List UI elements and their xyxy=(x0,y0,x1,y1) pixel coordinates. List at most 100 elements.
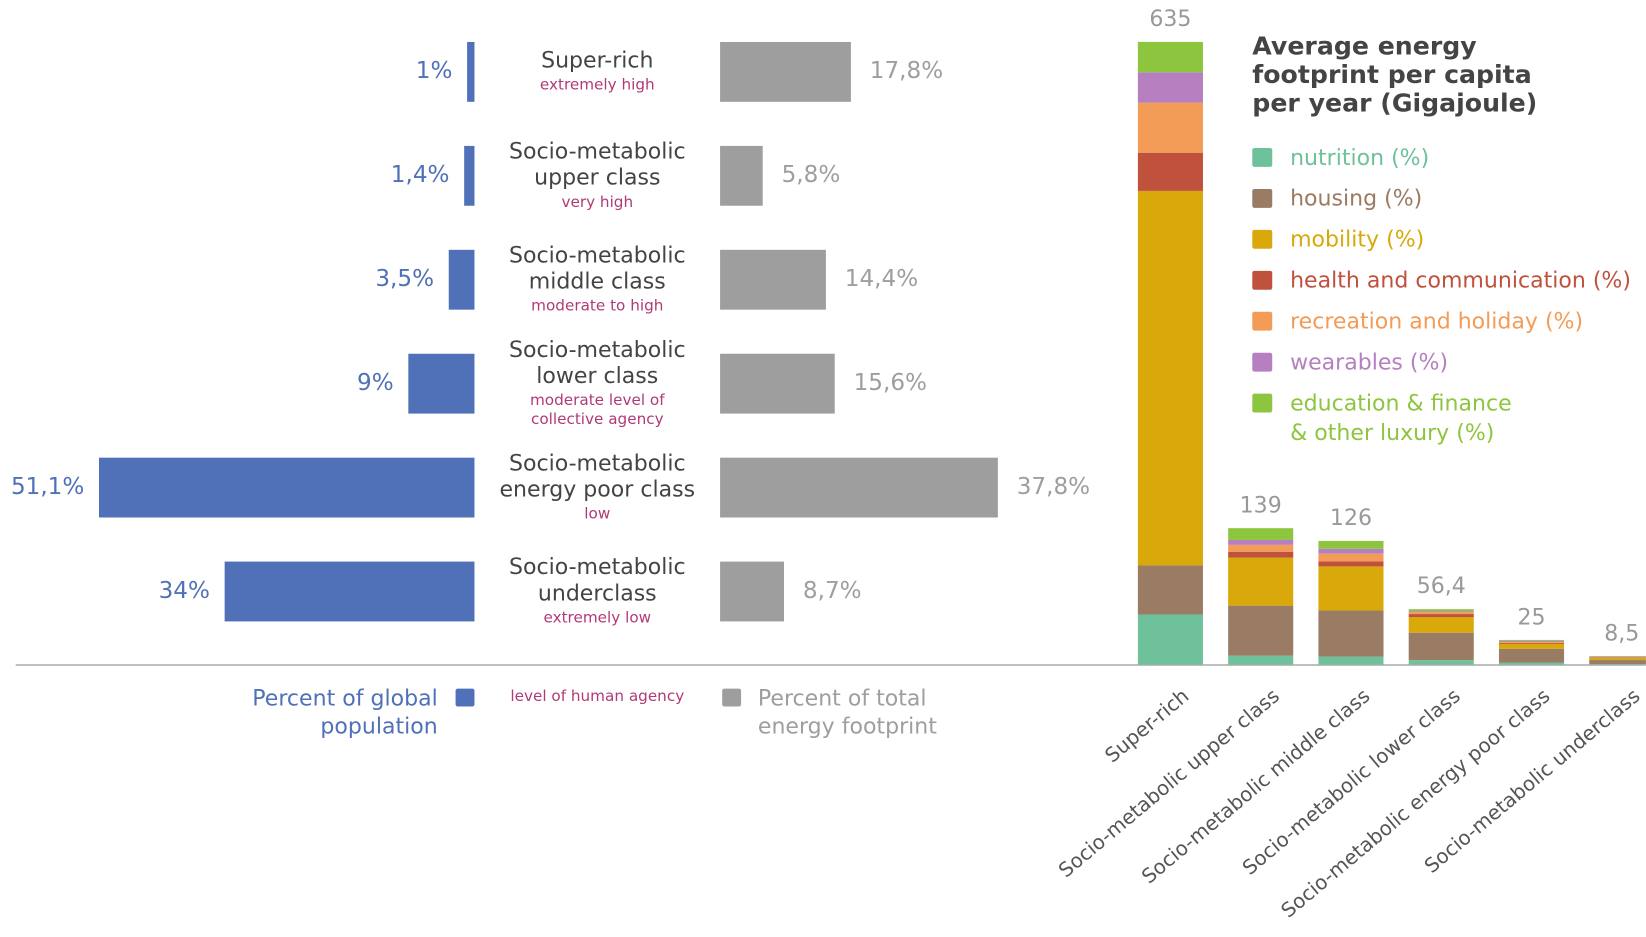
legend-label: housing (%) xyxy=(1290,185,1423,211)
legend-label: level of human agency xyxy=(510,688,685,706)
stack-segment xyxy=(1318,656,1384,665)
stack-segment xyxy=(1498,640,1565,642)
stack-segment xyxy=(1498,642,1565,644)
stack-segment xyxy=(1137,41,1203,73)
energy-label: 14,4% xyxy=(844,266,919,293)
stack-segment xyxy=(1498,639,1565,641)
legend-label: recreation and holiday (%) xyxy=(1290,308,1584,334)
population-bar xyxy=(448,249,475,310)
population-label: 51,1% xyxy=(10,473,85,501)
population-label: 1,4% xyxy=(390,162,450,189)
legend-label: health and communication (%) xyxy=(1290,267,1631,293)
energy-label: 8,7% xyxy=(802,577,862,605)
population-bar xyxy=(224,561,475,622)
stack-segment xyxy=(1228,528,1294,540)
energy-bar xyxy=(720,561,785,622)
agency-level: low xyxy=(584,505,611,523)
stack-segment xyxy=(1318,610,1384,657)
stack-segment xyxy=(1228,544,1294,552)
category-group: Socio-metabolic lower class moderate leve… xyxy=(482,337,713,429)
category-group: Socio-metabolic upper class very high xyxy=(482,139,713,212)
stack-segment xyxy=(1137,614,1203,665)
category-group: Socio-metabolic energy poor class low xyxy=(482,450,713,523)
agency-level: extremely high xyxy=(539,77,655,94)
population-label: 1% xyxy=(415,58,453,85)
energy-label: 15,6% xyxy=(853,370,927,397)
stack-segment xyxy=(1318,553,1384,562)
legend-label: Percent of total energy footprint xyxy=(757,685,937,739)
population-bar xyxy=(408,353,475,414)
stack-segment xyxy=(1137,152,1203,191)
legend-swatch xyxy=(1252,148,1273,167)
agency-level: moderate level of collective agency xyxy=(529,392,665,429)
total-label: 635 xyxy=(1149,6,1192,32)
stack-segment xyxy=(1498,641,1565,643)
legend-swatch xyxy=(722,688,742,707)
total-label: 139 xyxy=(1239,492,1282,518)
energy-bar xyxy=(720,41,851,102)
stack-segment xyxy=(1408,612,1474,615)
legend-label: mobility (%) xyxy=(1290,226,1425,252)
stack-segment xyxy=(1408,614,1474,618)
stack-segment xyxy=(1408,660,1474,665)
energy-label: 17,8% xyxy=(869,58,944,85)
stack-segment xyxy=(1228,605,1294,656)
energy-bar xyxy=(720,249,826,310)
stack-segment xyxy=(1408,609,1474,612)
legend-swatch xyxy=(1252,229,1273,249)
total-label: 56,4 xyxy=(1416,573,1466,599)
category-name: Socio-metabolic energy poor class xyxy=(499,450,696,502)
total-label: 25 xyxy=(1517,604,1546,630)
category-group: Super-rich extremely high xyxy=(482,48,713,95)
total-label: 126 xyxy=(1329,505,1373,531)
legend-swatch xyxy=(1252,311,1273,331)
category-group: Socio-metabolic underclass extremely low xyxy=(482,554,713,627)
stack-segment xyxy=(1228,557,1294,606)
stack-segment xyxy=(1498,648,1565,663)
category-name: Socio-metabolic lower class xyxy=(508,336,686,389)
legend-swatch xyxy=(1252,352,1273,372)
stack-segment xyxy=(1498,643,1565,649)
agency-level: moderate to high xyxy=(531,298,664,315)
category-name: Socio-metabolic upper class xyxy=(508,138,686,190)
stack-segment xyxy=(1408,617,1474,633)
stack-segment xyxy=(1318,540,1384,549)
energy-label: 37,8% xyxy=(1016,473,1091,501)
category-group: Socio-metabolic middle class moderate to … xyxy=(482,242,713,315)
stack-segment xyxy=(1318,548,1384,554)
population-bar xyxy=(98,457,475,518)
stack-segment xyxy=(1137,565,1203,615)
legend-label: Percent of global population xyxy=(252,685,438,739)
legend-label: education & finance & other luxury (%) xyxy=(1290,390,1512,446)
category-name: Socio-metabolic underclass xyxy=(508,554,686,606)
legend-label: wearables (%) xyxy=(1290,349,1449,375)
stack-segment xyxy=(1228,655,1294,665)
energy-label: 5,8% xyxy=(781,162,841,189)
population-label: 3,5% xyxy=(375,266,435,293)
legend-label: nutrition (%) xyxy=(1290,144,1430,171)
stack-segment xyxy=(1318,566,1384,611)
population-bar xyxy=(464,145,475,206)
stack-segment xyxy=(1498,662,1565,665)
legend-swatch xyxy=(1252,188,1273,208)
stack-segment xyxy=(1589,660,1646,664)
category-name: Socio-metabolic middle class xyxy=(508,242,686,294)
stack-segment xyxy=(1228,551,1294,558)
agency-level: very high xyxy=(561,194,634,211)
legend-swatch xyxy=(455,688,475,707)
energy-bar xyxy=(720,457,998,518)
stack-segment xyxy=(1137,102,1203,153)
energy-bar xyxy=(720,353,835,414)
stack-segment xyxy=(1137,72,1203,103)
stack-segment xyxy=(1408,632,1474,661)
legend-title: Average energy footprint per capita per … xyxy=(1252,31,1538,118)
legend-swatch xyxy=(1252,393,1273,413)
category-name: Super-rich xyxy=(541,47,654,73)
stack-segment xyxy=(1589,658,1646,661)
population-bar xyxy=(467,41,475,102)
stack-segment xyxy=(1137,190,1203,566)
stack-segment xyxy=(1228,539,1294,545)
total-label: 8,5 xyxy=(1604,620,1640,646)
population-label: 34% xyxy=(158,577,210,605)
